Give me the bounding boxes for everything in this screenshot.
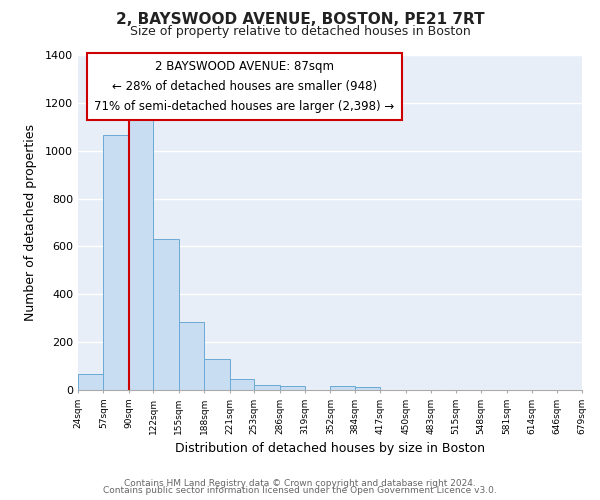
Bar <box>331 386 355 390</box>
X-axis label: Distribution of detached houses by size in Boston: Distribution of detached houses by size … <box>175 442 485 456</box>
Bar <box>129 114 154 390</box>
Bar <box>154 240 179 390</box>
Bar <box>254 384 280 390</box>
Bar <box>280 386 305 390</box>
Bar <box>230 378 254 390</box>
Bar <box>78 374 103 390</box>
Text: Size of property relative to detached houses in Boston: Size of property relative to detached ho… <box>130 25 470 38</box>
Text: 2, BAYSWOOD AVENUE, BOSTON, PE21 7RT: 2, BAYSWOOD AVENUE, BOSTON, PE21 7RT <box>116 12 484 28</box>
Text: Contains HM Land Registry data © Crown copyright and database right 2024.: Contains HM Land Registry data © Crown c… <box>124 478 476 488</box>
Text: Contains public sector information licensed under the Open Government Licence v3: Contains public sector information licen… <box>103 486 497 495</box>
Y-axis label: Number of detached properties: Number of detached properties <box>23 124 37 321</box>
Bar <box>179 322 204 390</box>
Bar <box>355 387 380 390</box>
Bar <box>103 135 129 390</box>
Bar <box>204 359 230 390</box>
Text: 2 BAYSWOOD AVENUE: 87sqm
← 28% of detached houses are smaller (948)
71% of semi-: 2 BAYSWOOD AVENUE: 87sqm ← 28% of detach… <box>94 60 394 113</box>
